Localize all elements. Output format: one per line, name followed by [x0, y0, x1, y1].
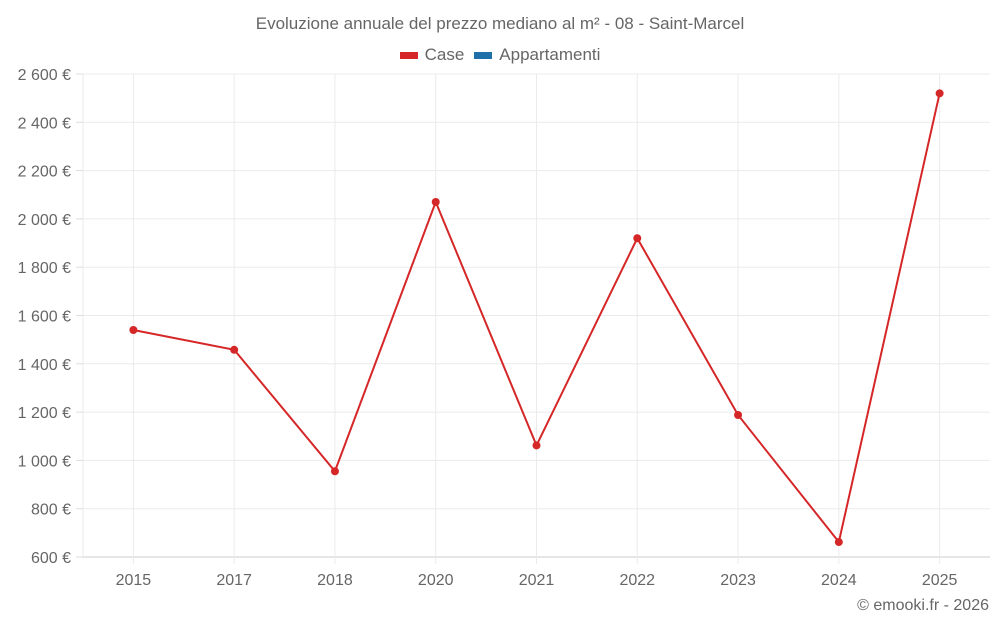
data-point[interactable] [431, 197, 440, 206]
y-tick-label: 1 800 € [18, 260, 71, 277]
x-tick-label: 2022 [619, 572, 655, 589]
x-tick-label: 2017 [216, 572, 252, 589]
legend-item-appartamenti[interactable]: Appartamenti [474, 45, 600, 65]
y-tick-label: 2 000 € [18, 212, 71, 229]
data-point[interactable] [633, 234, 642, 243]
y-axis: 600 € 800 € 1 000 € 1 200 € 1 400 € 1 600 € 1 … [18, 67, 83, 567]
y-tick-label: 1 200 € [18, 405, 71, 422]
data-point[interactable] [935, 89, 944, 98]
y-tick-label: 2 400 € [18, 115, 71, 132]
y-tick-label: 1 600 € [18, 309, 71, 326]
x-tick-label: 2020 [418, 572, 454, 589]
x-tick-label: 2018 [317, 572, 353, 589]
y-tick-label: 2 600 € [18, 67, 71, 84]
data-point[interactable] [834, 538, 843, 547]
x-tick-label: 2025 [922, 572, 958, 589]
x-axis: 2015 2017 2018 2020 2021 2022 2023 2024 2025 [116, 572, 958, 589]
data-point[interactable] [330, 467, 339, 476]
y-tick-label: 1 400 € [18, 357, 71, 374]
x-tick-label: 2023 [720, 572, 756, 589]
legend-label-case: Case [424, 45, 465, 64]
y-tick-label: 800 € [31, 502, 71, 519]
legend-swatch-case [399, 51, 418, 59]
legend-label-appartamenti: Appartamenti [499, 45, 601, 64]
x-tick-label: 2015 [116, 572, 152, 589]
legend: Case Appartamenti [0, 45, 1000, 65]
x-tick-label: 2021 [519, 572, 555, 589]
legend-swatch-appartamenti [474, 51, 493, 59]
grid-lines [82, 73, 990, 564]
chart-title: Evoluzione annuale del prezzo mediano al… [255, 14, 745, 33]
data-point[interactable] [230, 345, 239, 354]
x-tick-label: 2024 [821, 572, 857, 589]
data-point[interactable] [734, 410, 743, 419]
data-point[interactable] [129, 325, 138, 334]
y-tick-label: 2 200 € [18, 164, 71, 181]
y-tick-label: 1 000 € [18, 453, 71, 470]
credit-text: © emooki.fr - 2026 [857, 597, 989, 614]
legend-item-case[interactable]: Case [399, 45, 465, 65]
data-point[interactable] [532, 441, 541, 450]
y-tick-label: 600 € [31, 550, 71, 567]
series-case [129, 89, 944, 547]
